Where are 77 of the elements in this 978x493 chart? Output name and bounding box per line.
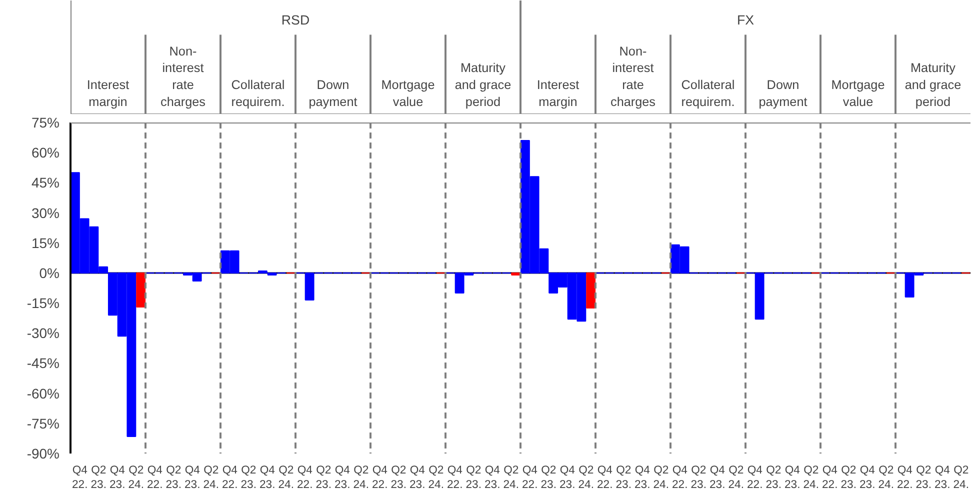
x-tick-label: Q2 23. xyxy=(90,464,106,491)
x-tick-label: Q2 23. xyxy=(166,464,182,491)
text: Mortgage value xyxy=(831,78,885,109)
x-tick-label: Q2 24. xyxy=(878,464,894,491)
text: Maturity and grace period xyxy=(454,61,512,109)
x-tick-label: Q2 24. xyxy=(278,464,294,491)
x-tick-label: Q4 23. xyxy=(710,464,726,491)
x-tick-label: Q4 23. xyxy=(410,464,426,491)
x-tick-label: Q4 22. xyxy=(297,464,313,491)
x-tick-label: Q2 23. xyxy=(390,464,406,491)
x-tick-label: Q4 23. xyxy=(110,464,126,491)
text: Mortgage value xyxy=(381,78,435,109)
text: Down payment xyxy=(758,78,808,109)
y-tick-label: 30% xyxy=(31,204,60,221)
x-tick-label: Q4 22. xyxy=(447,464,463,491)
text: Collateral requirem. xyxy=(681,78,735,109)
x-tick-label: Q2 24. xyxy=(503,464,519,491)
y-tick-label: -45% xyxy=(26,355,60,372)
x-tick-label: Q4 23. xyxy=(634,464,650,491)
x-tick-label: Q2 24. xyxy=(953,464,969,491)
x-tick-label: Q4 23. xyxy=(184,464,200,491)
y-tick-label: 60% xyxy=(31,144,60,161)
y-tick-label: -15% xyxy=(26,295,60,312)
y-tick-label: 75% xyxy=(31,114,60,130)
x-tick-label: Q2 24. xyxy=(728,464,744,491)
x-tick-label: Q2 24. xyxy=(128,464,144,491)
text: Down payment xyxy=(308,78,358,109)
x-tick-label: Q2 23. xyxy=(240,464,256,491)
x-tick-label: Q4 23. xyxy=(784,464,800,491)
x-tick-label: Q2 24. xyxy=(803,464,819,491)
text: Interest margin xyxy=(86,78,130,109)
y-tick-label: 0% xyxy=(39,264,60,281)
y-tick-label: -75% xyxy=(26,415,60,432)
x-tick-label: Q2 24. xyxy=(653,464,669,491)
x-tick-label: Q4 22. xyxy=(372,464,388,491)
text: Non- interest rate charges xyxy=(160,44,206,109)
y-tick-label: 45% xyxy=(31,174,60,191)
text: Collateral requirem. xyxy=(231,78,285,109)
x-tick-label: Q2 23. xyxy=(766,464,782,491)
x-tick-label: Q4 23. xyxy=(934,464,950,491)
x-tick-label: Q4 23. xyxy=(560,464,576,491)
text: FX xyxy=(736,12,754,28)
y-tick-label: 15% xyxy=(31,234,60,251)
x-tick-label: Q4 22. xyxy=(822,464,838,491)
x-tick-label: Q2 23. xyxy=(316,464,332,491)
x-tick-label: Q4 22. xyxy=(147,464,163,491)
y-tick-label: -90% xyxy=(26,446,60,462)
x-tick-label: Q2 23. xyxy=(840,464,856,491)
y-tick-label: -60% xyxy=(26,385,60,402)
x-tick-label: Q4 22. xyxy=(747,464,763,491)
bar xyxy=(136,272,146,308)
x-tick-label: Q4 22. xyxy=(72,464,88,491)
y-tick-label: -30% xyxy=(26,325,60,342)
x-tick-label: Q2 23. xyxy=(916,464,932,491)
x-tick-label: Q4 23. xyxy=(260,464,276,491)
x-tick-label: Q2 24. xyxy=(353,464,369,491)
x-tick-label: Q4 22. xyxy=(897,464,913,491)
text: Maturity and grace period xyxy=(904,61,962,109)
x-tick-label: Q2 24. xyxy=(203,464,219,491)
x-tick-label: Q4 23. xyxy=(334,464,350,491)
x-tick-label: Q4 22. xyxy=(222,464,238,491)
x-tick-label: Q4 22. xyxy=(672,464,688,491)
x-tick-label: Q2 24. xyxy=(578,464,594,491)
x-tick-label: Q2 23. xyxy=(616,464,632,491)
x-tick-label: Q2 24. xyxy=(428,464,444,491)
text: Interest margin xyxy=(536,78,580,109)
x-tick-label: Q4 23. xyxy=(860,464,876,491)
x-tick-label: Q4 23. xyxy=(484,464,500,491)
x-tick-label: Q2 23. xyxy=(690,464,706,491)
x-tick-label: Q4 22. xyxy=(522,464,538,491)
text: RSD xyxy=(281,12,310,28)
x-tick-label: Q2 23. xyxy=(540,464,556,491)
bar xyxy=(586,272,596,309)
bar xyxy=(511,272,521,276)
text: Non- interest rate charges xyxy=(610,44,656,109)
x-tick-label: Q2 23. xyxy=(466,464,482,491)
x-tick-label: Q4 22. xyxy=(597,464,613,491)
